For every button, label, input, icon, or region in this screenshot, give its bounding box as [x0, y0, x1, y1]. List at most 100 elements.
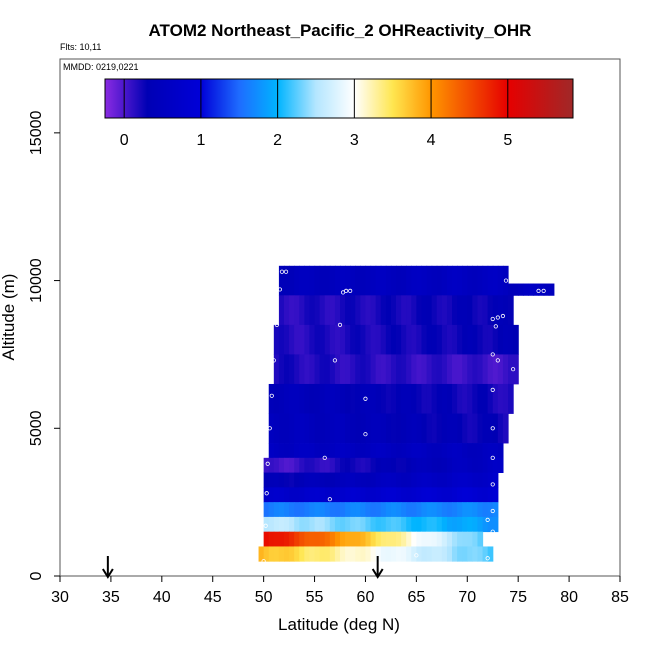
heatmap-cell [380, 295, 387, 326]
heatmap-cell [334, 531, 341, 547]
heatmap-cell [457, 472, 463, 488]
heatmap-cell [472, 516, 479, 533]
heatmap-cell [477, 531, 484, 547]
heatmap-cell [304, 413, 311, 444]
sample-point [490, 482, 495, 487]
heatmap-cell [329, 487, 336, 503]
heatmap-cell [334, 546, 341, 562]
heatmap-cell [416, 413, 423, 444]
heatmap-cell [406, 265, 412, 296]
heatmap-cell [436, 516, 443, 533]
heatmap-cell [329, 502, 336, 518]
heatmap-cell [284, 443, 290, 459]
sample-point [531, 322, 536, 327]
sample-point [264, 491, 269, 496]
heatmap-cell [365, 413, 372, 444]
heatmap-cell [268, 516, 275, 533]
heatmap-cell [365, 354, 372, 385]
sample-point [263, 523, 268, 528]
heatmap-cell [416, 531, 423, 547]
heatmap-cell [329, 472, 336, 488]
heatmap-cell [350, 516, 356, 533]
heatmap-cell [309, 295, 316, 326]
sample-point [541, 288, 546, 294]
heatmap-cell [462, 472, 468, 488]
colorbar [104, 78, 574, 119]
heatmap-cell [289, 502, 295, 518]
x-tick-label: 85 [611, 589, 629, 606]
heatmap-cell [416, 516, 423, 533]
heatmap-cell [350, 487, 356, 503]
heatmap-cell [482, 502, 489, 518]
heatmap-cell [472, 265, 479, 296]
heatmap-cell [426, 383, 433, 414]
heatmap-cell [502, 413, 509, 444]
heatmap-cell [345, 502, 351, 518]
heatmap-cell [492, 457, 499, 473]
heatmap-cell [411, 383, 417, 414]
heatmap-cell [497, 354, 504, 385]
heatmap-cell [273, 502, 280, 518]
heatmap-cell [299, 324, 305, 355]
heatmap-cell [380, 487, 387, 503]
heatmap-cell [324, 443, 331, 459]
heatmap-cell [360, 413, 367, 444]
heatmap-cell [319, 324, 326, 355]
heatmap-cell [309, 443, 316, 459]
heatmap-cell [278, 324, 285, 355]
heatmap-cell [294, 443, 300, 459]
heatmap-cell [319, 472, 326, 488]
heatmap-cell [319, 531, 326, 547]
heatmap-cell [482, 516, 489, 533]
heatmap-cell [482, 383, 489, 414]
heatmap-cell [401, 443, 407, 459]
heatmap-cell [294, 487, 300, 503]
heatmap-cell [299, 487, 305, 503]
heatmap-cell [350, 354, 356, 385]
heatmap-cell [304, 457, 311, 473]
heatmap-cell [314, 472, 321, 488]
sample-point [414, 553, 419, 558]
flight-arrow [371, 556, 384, 579]
heatmap-cell [375, 324, 382, 355]
heatmap-cell [457, 443, 463, 459]
heatmap-cell [441, 457, 448, 473]
heatmap-cell [416, 354, 423, 385]
heatmap-cell [284, 546, 290, 562]
heatmap-cell [487, 265, 494, 296]
heatmap-cell [309, 516, 316, 533]
heatmap-cell [421, 354, 428, 385]
heatmap-cell [334, 487, 341, 503]
heatmap-cell [411, 531, 417, 547]
heatmap-cell [345, 265, 351, 296]
heatmap-cell [284, 324, 290, 355]
heatmap-cell [304, 531, 311, 547]
heatmap-cell [350, 457, 356, 473]
heatmap-cell [334, 516, 341, 533]
sample-point [327, 497, 332, 502]
heatmap-cell [268, 443, 275, 459]
heatmap-cell [477, 443, 484, 459]
heatmap-cell [299, 472, 305, 488]
heatmap-cell [355, 502, 361, 518]
heatmap-cell [457, 354, 463, 385]
heatmap-cell [273, 324, 280, 355]
y-axis-label: Altitude (m) [0, 274, 18, 361]
heatmap-cell [441, 265, 448, 296]
colorbar-ticks: 0 1 2 3 4 5 [120, 79, 512, 149]
heatmap-cell [487, 516, 494, 533]
sample-point [485, 556, 490, 561]
heatmap-cell [457, 546, 463, 562]
heatmap-cell [482, 265, 489, 296]
heatmap-cell [421, 457, 428, 473]
heatmap-cell [319, 443, 326, 459]
heatmap-cell [401, 531, 407, 547]
sample-point [536, 288, 541, 294]
heatmap-cell [472, 413, 479, 444]
heatmap-cell [268, 546, 275, 562]
heatmap-cell [324, 324, 331, 355]
sample-point [261, 559, 266, 564]
heatmap-cell [375, 413, 382, 444]
heatmap-cell [345, 354, 351, 385]
heatmap-cell [258, 546, 265, 562]
